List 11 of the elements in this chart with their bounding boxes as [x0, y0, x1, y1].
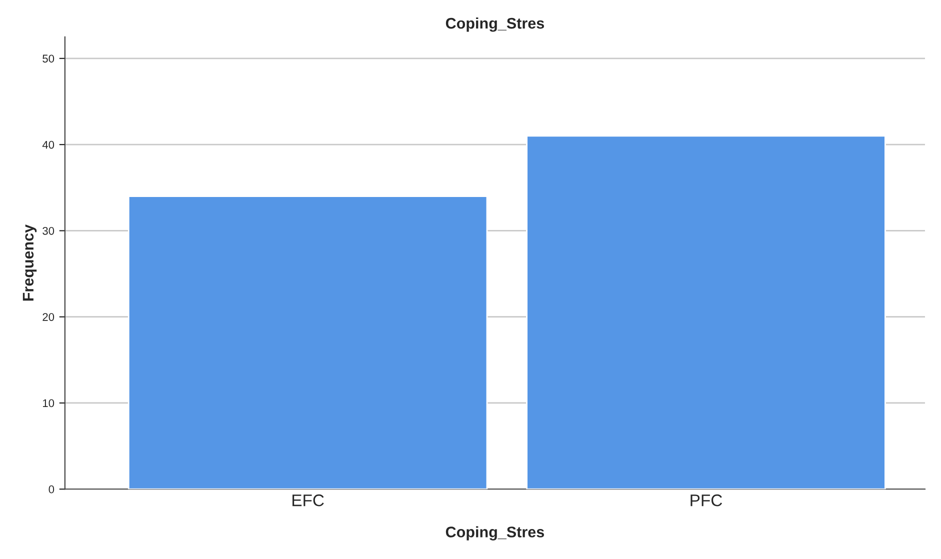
chart-title: Coping_Stres	[446, 17, 544, 32]
x-tick-label: EFC	[292, 494, 324, 506]
x-tick-label: PFC	[690, 494, 722, 506]
y-axis-title: Frequency	[22, 224, 37, 301]
x-axis-title: Coping_Stres	[446, 526, 544, 540]
y-tick-label: 50	[42, 54, 54, 63]
y-tick-label: 30	[42, 226, 54, 235]
y-tick-label: 0	[48, 485, 54, 494]
y-tick-label: 40	[42, 140, 54, 149]
y-tick-label: 10	[43, 399, 54, 408]
y-tick-label: 20	[42, 313, 54, 321]
